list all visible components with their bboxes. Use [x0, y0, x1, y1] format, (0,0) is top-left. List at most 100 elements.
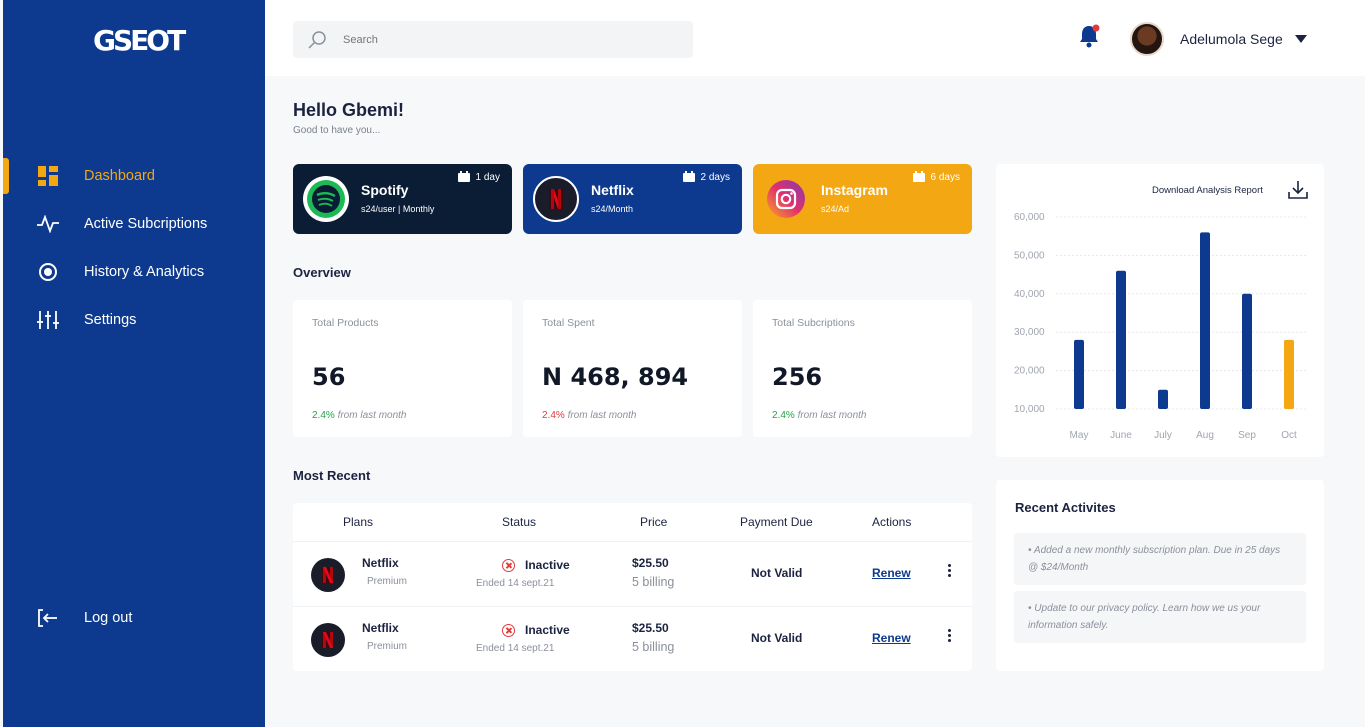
x-tick-label: July — [1154, 430, 1172, 441]
calendar-icon — [912, 171, 925, 182]
subscription-price: s24/Month — [591, 204, 634, 214]
table-row: Netflix Premium Inactive Ended 14 sept.2… — [293, 541, 972, 605]
bar-may[interactable] — [1074, 339, 1084, 409]
price: $25.50 — [632, 556, 669, 570]
status-text: Inactive — [525, 558, 570, 572]
column-header: Price — [640, 515, 668, 529]
netflix-logo-icon — [311, 558, 345, 592]
more-vertical-icon[interactable] — [945, 627, 953, 647]
trend-percent: 2.4% — [312, 410, 335, 421]
inactive-icon — [502, 623, 515, 637]
subscription-card-netflix[interactable]: Netflix s24/Month 2 days — [523, 164, 742, 234]
recent-table: Plans Status Price Payment Due Actions N… — [293, 503, 972, 671]
bar-sep[interactable] — [1242, 293, 1252, 409]
x-tick-label: June — [1110, 430, 1132, 441]
ended-date: Ended 14 sept.21 — [476, 643, 555, 654]
x-tick-label: Oct — [1281, 430, 1297, 441]
user-name[interactable]: Adelumola Sege — [1180, 31, 1283, 47]
bar-aug[interactable] — [1200, 232, 1210, 409]
price: $25.50 — [632, 621, 669, 635]
instagram-logo-icon — [763, 176, 809, 222]
bar-june[interactable] — [1116, 270, 1126, 409]
activity-text: Added a new monthly subscription plan. D… — [1028, 545, 1281, 573]
download-icon[interactable] — [1288, 180, 1308, 205]
sidebar-item-label: History & Analytics — [84, 264, 205, 280]
netflix-logo-icon — [533, 176, 579, 222]
plan-tier: Premium — [367, 641, 408, 652]
y-tick-label: 10,000 — [1014, 404, 1045, 415]
sidebar-item-settings[interactable]: Settings — [3, 302, 265, 338]
y-tick-label: 20,000 — [1014, 366, 1045, 377]
page-title: Hello Gbemi! — [293, 100, 405, 120]
target-icon — [37, 261, 59, 283]
calendar-icon — [457, 171, 470, 182]
trend-percent: 2.4% — [542, 410, 565, 421]
status: Inactive — [502, 558, 570, 572]
subscription-name: Spotify — [361, 182, 409, 198]
sidebar-item-label: Dashboard — [84, 168, 155, 184]
renew-link[interactable]: Renew — [872, 631, 911, 645]
subscription-card-instagram[interactable]: Instagram s24/Ad 6 days — [753, 164, 972, 234]
bar-july[interactable] — [1158, 389, 1168, 409]
search-input[interactable] — [343, 21, 673, 58]
subscription-days: 6 days — [912, 171, 960, 183]
bar-chart: 60,000 50,000 40,000 30,000 20,000 10,000 May J… — [1014, 212, 1308, 441]
stat-label: Total Subcriptions — [772, 317, 855, 329]
billing: 5 billing — [632, 575, 675, 589]
column-header: Actions — [872, 515, 912, 529]
stat-card-total-subscriptions: Total Subcriptions 256 2.4% from last mo… — [753, 300, 972, 437]
plan-name: Netflix — [362, 556, 399, 570]
sidebar: GSEOT Dashboard Active Subcriptions Hist… — [3, 0, 265, 727]
ended-date: Ended 14 sept.21 — [476, 578, 555, 589]
trend-text: from last month — [567, 410, 637, 421]
trend-percent: 2.4% — [772, 410, 795, 421]
y-tick-label: 60,000 — [1014, 212, 1045, 223]
sidebar-item-active-subscriptions[interactable]: Active Subcriptions — [3, 206, 265, 242]
days-label: 1 day — [475, 172, 500, 183]
netflix-logo-icon — [311, 623, 345, 657]
brand-logo[interactable]: GSEOT — [93, 24, 186, 57]
y-tick-label: 40,000 — [1014, 289, 1045, 300]
inactive-icon — [502, 558, 515, 572]
activities-title: Recent Activites — [1015, 500, 1116, 515]
sliders-icon — [37, 309, 59, 331]
notification-bell-icon[interactable] — [1077, 24, 1101, 53]
sidebar-item-label: Active Subcriptions — [84, 216, 208, 232]
sidebar-item-label: Settings — [84, 312, 137, 328]
subscription-days: 1 day — [457, 171, 500, 183]
chevron-down-icon[interactable] — [1295, 35, 1307, 43]
logout-icon — [37, 607, 59, 629]
calendar-icon — [682, 171, 695, 182]
pulse-icon — [37, 213, 59, 235]
search-icon — [307, 30, 327, 55]
logout-button[interactable]: Log out — [3, 600, 265, 636]
stat-trend: 2.4% from last month — [772, 410, 867, 421]
topbar: Adelumola Sege — [265, 0, 1365, 76]
stat-label: Total Products — [312, 317, 379, 329]
bar-oct[interactable] — [1284, 339, 1294, 409]
sidebar-item-history-analytics[interactable]: History & Analytics — [3, 254, 265, 290]
dashboard-grid-icon — [37, 165, 59, 187]
stat-label: Total Spent — [542, 317, 595, 329]
column-header: Payment Due — [740, 515, 813, 529]
page-subtitle: Good to have you... — [293, 125, 381, 136]
logout-label: Log out — [84, 610, 133, 626]
subscription-card-spotify[interactable]: Spotify s24/user | Monthly 1 day — [293, 164, 512, 234]
more-vertical-icon[interactable] — [945, 562, 953, 582]
x-tick-label: Aug — [1196, 430, 1214, 441]
subscription-price: s24/user | Monthly — [361, 204, 435, 214]
y-tick-label: 50,000 — [1014, 250, 1045, 261]
search-bar[interactable] — [293, 21, 693, 58]
download-report-label[interactable]: Download Analysis Report — [1152, 185, 1263, 196]
avatar[interactable] — [1130, 22, 1164, 56]
most-recent-title: Most Recent — [293, 468, 371, 483]
renew-link[interactable]: Renew — [872, 566, 911, 580]
sidebar-item-dashboard[interactable]: Dashboard — [3, 158, 265, 194]
analysis-chart-card: Download Analysis Report 60,000 50,000 40,… — [996, 164, 1324, 457]
subscription-price: s24/Ad — [821, 204, 850, 214]
activity-item: • Added a new monthly subscription plan.… — [1014, 533, 1306, 585]
plan-tier: Premium — [367, 576, 408, 587]
active-indicator — [3, 158, 9, 194]
trend-text: from last month — [337, 410, 407, 421]
status-text: Inactive — [525, 623, 570, 637]
